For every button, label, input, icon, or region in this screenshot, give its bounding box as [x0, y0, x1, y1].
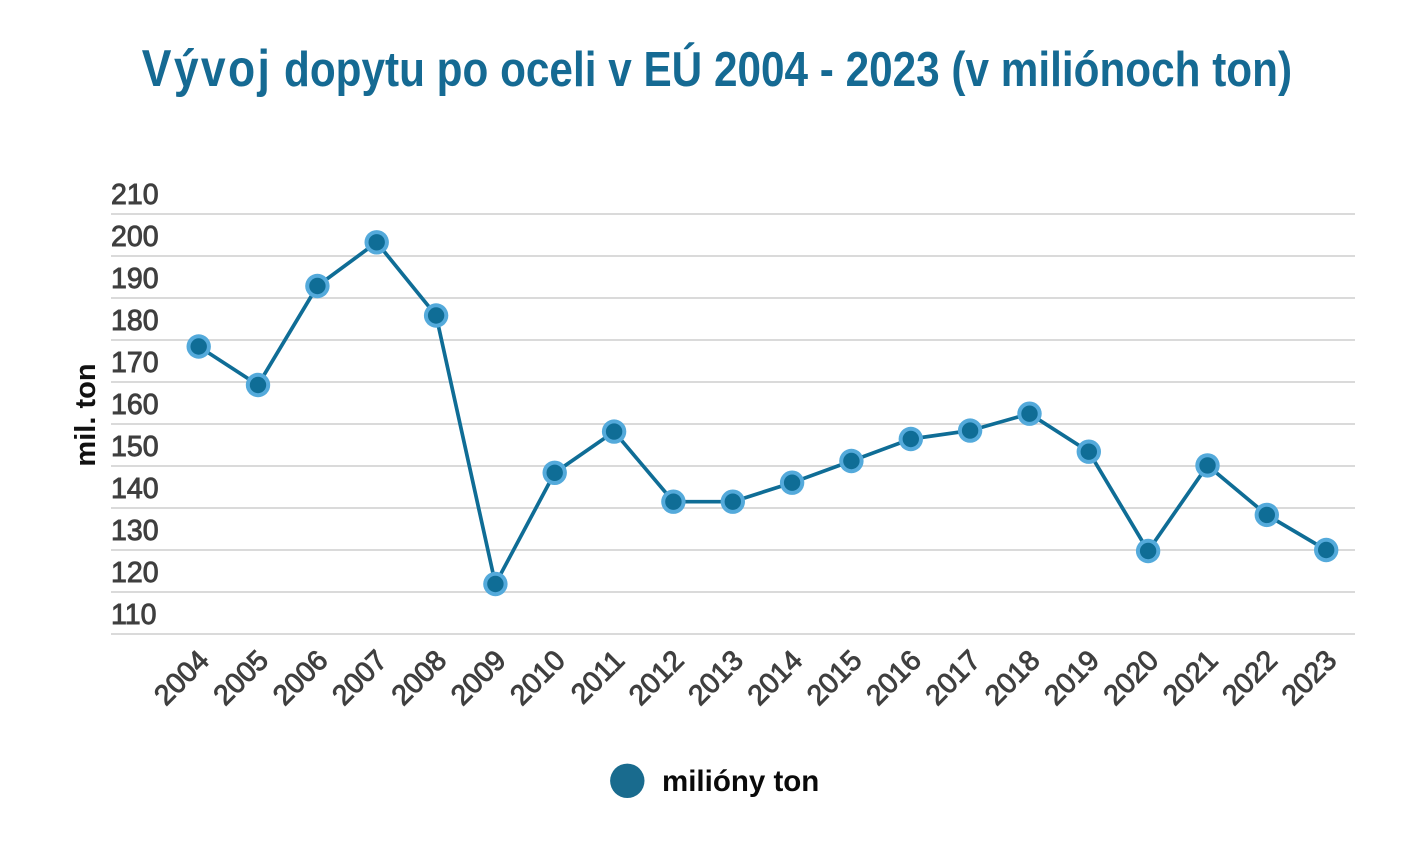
svg-text:2008: 2008: [386, 644, 453, 711]
svg-text:180: 180: [111, 305, 159, 337]
svg-text:2005: 2005: [207, 644, 274, 711]
svg-text:210: 210: [111, 179, 159, 211]
svg-text:130: 130: [111, 515, 159, 547]
svg-text:170: 170: [111, 347, 159, 379]
svg-text:2007: 2007: [326, 644, 393, 711]
svg-text:2017: 2017: [920, 644, 987, 711]
svg-text:200: 200: [111, 221, 159, 253]
svg-text:2013: 2013: [682, 644, 749, 711]
svg-text:2016: 2016: [860, 644, 927, 711]
svg-text:2015: 2015: [801, 644, 868, 711]
svg-text:190: 190: [111, 263, 159, 295]
svg-text:110: 110: [111, 599, 156, 631]
svg-text:2019: 2019: [1038, 644, 1105, 711]
svg-text:140: 140: [111, 473, 159, 505]
svg-text:2014: 2014: [742, 644, 810, 712]
svg-text:2011: 2011: [565, 644, 631, 710]
svg-text:150: 150: [111, 431, 159, 463]
svg-text:2023: 2023: [1276, 644, 1343, 711]
svg-text:2006: 2006: [267, 644, 334, 711]
svg-text:milióny ton: milióny ton: [662, 765, 819, 798]
svg-text:2010: 2010: [504, 644, 571, 711]
svg-text:2022: 2022: [1216, 644, 1283, 711]
svg-text:2018: 2018: [979, 644, 1046, 711]
svg-text:2020: 2020: [1098, 644, 1165, 711]
svg-text:160: 160: [111, 389, 159, 421]
svg-text:2004: 2004: [148, 644, 216, 712]
svg-text:2021: 2021: [1157, 644, 1224, 711]
svg-text:120: 120: [111, 557, 159, 589]
svg-text:2012: 2012: [623, 644, 690, 711]
svg-text:2009: 2009: [445, 644, 512, 711]
svg-text:mil. ton: mil. ton: [70, 363, 102, 466]
